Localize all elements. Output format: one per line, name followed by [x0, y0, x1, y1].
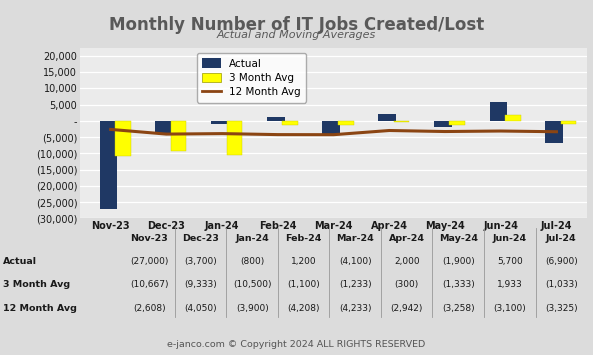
Text: (4,050): (4,050) [184, 304, 217, 312]
12 Month Avg [330, 132, 337, 137]
Text: Feb-24: Feb-24 [285, 234, 322, 243]
Bar [490, 103, 508, 121]
Bar [505, 115, 521, 121]
Line: 12 Month Avg: 12 Month Avg [111, 130, 556, 135]
Bar [378, 114, 396, 121]
Bar [561, 121, 576, 124]
Text: (1,900): (1,900) [442, 257, 474, 266]
Bar [227, 121, 242, 155]
Text: (1,033): (1,033) [545, 280, 578, 289]
Text: (2,942): (2,942) [391, 304, 423, 312]
Text: (1,100): (1,100) [287, 280, 320, 289]
Text: Nov-23: Nov-23 [130, 234, 168, 243]
Bar [211, 121, 229, 124]
Text: (3,100): (3,100) [493, 304, 526, 312]
Text: 12 Month Avg: 12 Month Avg [3, 304, 77, 312]
Text: (9,333): (9,333) [184, 280, 217, 289]
12 Month Avg [219, 131, 226, 136]
Text: (300): (300) [394, 280, 419, 289]
Bar [115, 121, 131, 155]
Text: (1,333): (1,333) [442, 280, 474, 289]
Text: (3,258): (3,258) [442, 304, 474, 312]
12 Month Avg [275, 132, 282, 137]
Bar [100, 121, 117, 209]
Text: (2,608): (2,608) [133, 304, 165, 312]
Text: (3,325): (3,325) [545, 304, 578, 312]
12 Month Avg [553, 130, 560, 134]
Text: (6,900): (6,900) [545, 257, 578, 266]
Text: (1,233): (1,233) [339, 280, 372, 289]
Text: Dec-23: Dec-23 [182, 234, 219, 243]
Text: (3,700): (3,700) [184, 257, 217, 266]
Text: (27,000): (27,000) [130, 257, 168, 266]
Text: Jun-24: Jun-24 [493, 234, 527, 243]
Text: (10,500): (10,500) [233, 280, 272, 289]
Text: (4,233): (4,233) [339, 304, 371, 312]
Legend: Actual, 3 Month Avg, 12 Month Avg: Actual, 3 Month Avg, 12 Month Avg [197, 53, 306, 103]
Bar [546, 121, 563, 143]
Text: Apr-24: Apr-24 [389, 234, 425, 243]
12 Month Avg [497, 129, 504, 133]
Text: (10,667): (10,667) [130, 280, 168, 289]
Text: (4,208): (4,208) [288, 304, 320, 312]
Bar [434, 121, 452, 127]
Text: Actual: Actual [3, 257, 37, 266]
Text: (4,100): (4,100) [339, 257, 372, 266]
Bar [155, 121, 173, 133]
Bar [323, 121, 340, 134]
Text: Mar-24: Mar-24 [336, 234, 374, 243]
Text: May-24: May-24 [439, 234, 478, 243]
Bar [282, 121, 298, 125]
Text: (800): (800) [240, 257, 264, 266]
Text: Jul-24: Jul-24 [546, 234, 576, 243]
12 Month Avg [441, 130, 448, 134]
Text: 5,700: 5,700 [497, 257, 522, 266]
Bar [449, 121, 465, 125]
12 Month Avg [163, 132, 170, 136]
Text: e-janco.com © Copyright 2024 ALL RIGHTS RESERVED: e-janco.com © Copyright 2024 ALL RIGHTS … [167, 340, 426, 349]
Text: 2,000: 2,000 [394, 257, 419, 266]
Text: 3 Month Avg: 3 Month Avg [3, 280, 70, 289]
Text: Monthly Number of IT Jobs Created/Lost: Monthly Number of IT Jobs Created/Lost [109, 16, 484, 34]
Bar [338, 121, 353, 125]
Bar [171, 121, 186, 151]
Bar [267, 117, 285, 121]
Text: 1,200: 1,200 [291, 257, 317, 266]
12 Month Avg [107, 127, 114, 132]
Text: (3,900): (3,900) [236, 304, 269, 312]
Text: 1,933: 1,933 [497, 280, 522, 289]
12 Month Avg [385, 129, 393, 133]
Bar [394, 121, 409, 122]
Text: Actual and Moving Averages: Actual and Moving Averages [217, 30, 376, 40]
Text: Jan-24: Jan-24 [235, 234, 269, 243]
